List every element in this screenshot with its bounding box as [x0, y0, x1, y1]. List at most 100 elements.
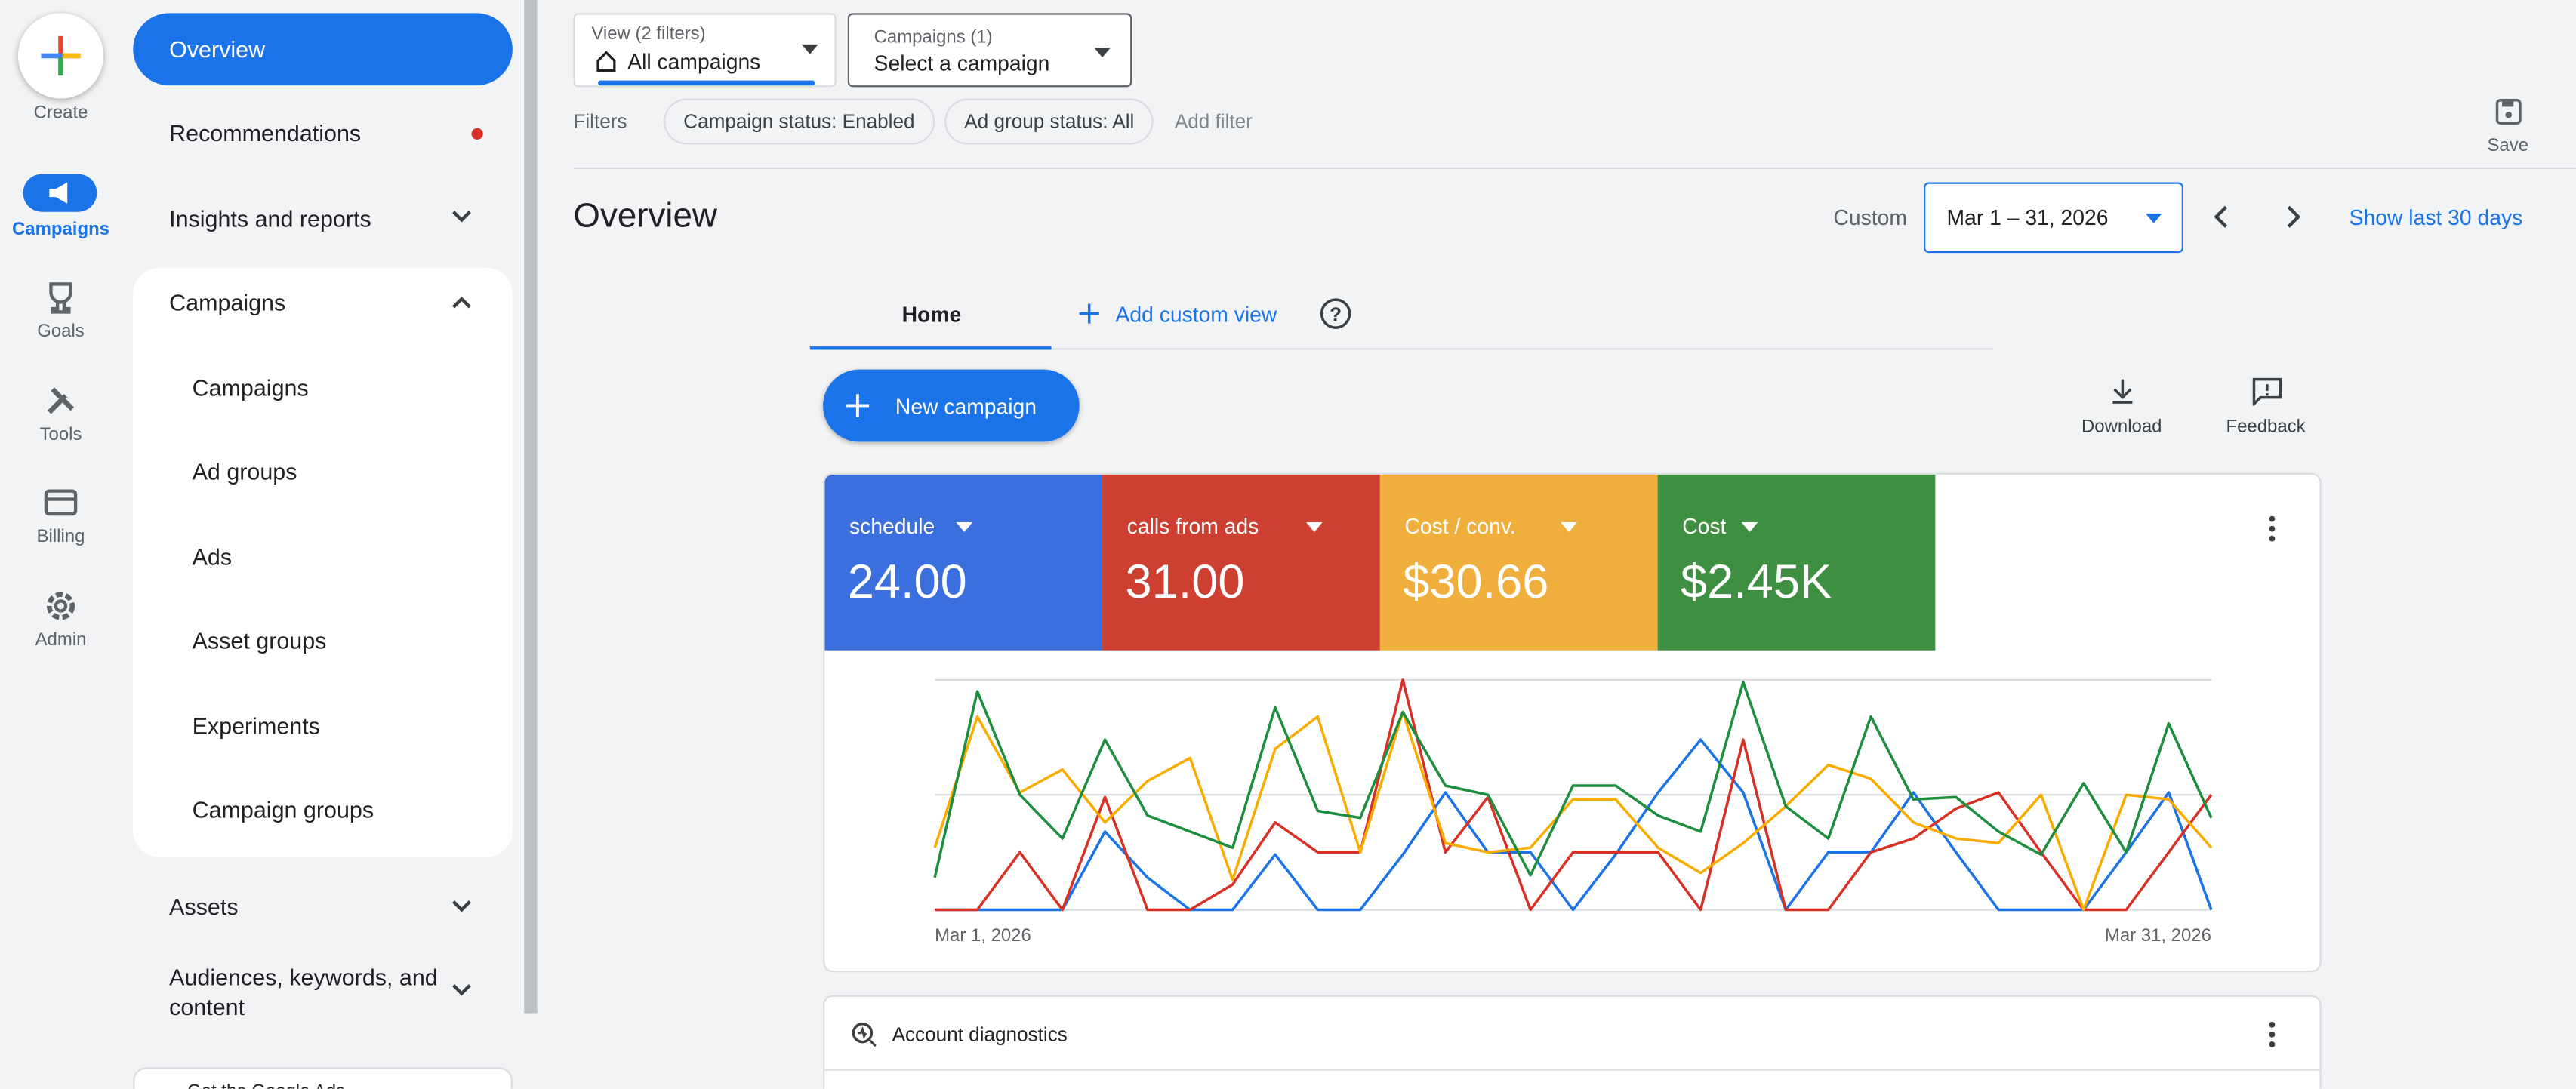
- metric-name: Cost / conv.: [1404, 514, 1516, 539]
- metric-value: 31.00: [1125, 556, 1245, 610]
- nav-sub-label[interactable]: Campaigns: [192, 374, 309, 401]
- campaigns-group: [133, 267, 513, 857]
- download-icon[interactable]: [2108, 376, 2137, 405]
- chevron-down: [452, 900, 471, 912]
- nav-sub-label[interactable]: Campaign groups: [192, 796, 374, 823]
- dropdown-arrow: [1306, 521, 1323, 533]
- nav-label[interactable]: Campaigns: [169, 288, 286, 315]
- rail-label[interactable]: Tools: [39, 425, 82, 445]
- scrollbar[interactable]: [524, 0, 538, 1014]
- nav-label[interactable]: Assets: [169, 893, 239, 920]
- metric-name: schedule: [849, 514, 935, 539]
- nav-label: Overview: [169, 35, 266, 63]
- help-icon[interactable]: ?: [1319, 297, 1352, 331]
- more-menu[interactable]: [2264, 1020, 2281, 1049]
- button-label: New campaign: [895, 394, 1037, 419]
- add-filter[interactable]: Add filter: [1174, 109, 1253, 134]
- plus-icon: [1079, 303, 1099, 324]
- value: Select a campaign: [874, 51, 1050, 76]
- scorecard[interactable]: Cost / conv. $30.66: [1379, 474, 1658, 651]
- caption: View (2 filters): [591, 24, 706, 45]
- filter-chip[interactable]: Ad group status: All: [944, 98, 1154, 145]
- series-line: [935, 678, 2213, 912]
- chevron-up: [452, 296, 471, 309]
- nav-label[interactable]: Insights and reports: [169, 205, 371, 232]
- billing-icon: [44, 489, 78, 516]
- diagnostics-icon: [852, 1022, 877, 1047]
- arrow: [1560, 521, 1577, 533]
- arrow: [1306, 521, 1323, 533]
- nav-overview[interactable]: [133, 13, 513, 86]
- save-label: Save: [2487, 136, 2529, 156]
- diagnostics-title: Account diagnostics: [892, 1023, 1068, 1047]
- dropdown-arrow: [1560, 521, 1577, 533]
- series-line: [935, 738, 2213, 912]
- chart-card: schedule 24.00 calls from ads 31.00 Cost / c…: [823, 472, 2322, 973]
- scorecard[interactable]: calls from ads 31.00: [1102, 474, 1380, 651]
- series-line: [933, 681, 2213, 878]
- tab-home[interactable]: Home: [901, 302, 962, 328]
- svg-text:?: ?: [1330, 303, 1342, 325]
- rail-label[interactable]: Campaigns: [11, 220, 110, 240]
- app-banner[interactable]: Get the Google Ads: [133, 1067, 513, 1089]
- create-icon: [41, 35, 81, 76]
- next-button[interactable]: [2280, 204, 2306, 230]
- nav-sub-label[interactable]: Ads: [192, 543, 233, 571]
- rail-label[interactable]: Admin: [35, 630, 87, 651]
- campaign-filter[interactable]: Campaigns (1) Select a campaign: [847, 13, 1132, 88]
- filter-chip[interactable]: Campaign status: Enabled: [664, 98, 935, 145]
- nav-sub-label[interactable]: Experiments: [192, 712, 320, 740]
- filters-label: Filters: [573, 109, 627, 134]
- admin-icon: [47, 592, 75, 620]
- value: All campaigns: [627, 49, 761, 74]
- x-tick-label: Mar 31, 2026: [2105, 925, 2211, 946]
- metric-value: 24.00: [847, 556, 967, 610]
- badge-dot: [471, 128, 483, 140]
- x-tick-label: Mar 1, 2026: [935, 925, 1031, 946]
- home-icon: [596, 51, 616, 72]
- metric-name: Cost: [1682, 514, 1727, 539]
- arrow: [1741, 521, 1758, 533]
- divider: [824, 1069, 2320, 1071]
- icon: [49, 182, 68, 204]
- chevron-down: [452, 211, 471, 223]
- dropdown-arrow: [801, 44, 818, 54]
- nav-label[interactable]: Audiences, keywords, and content: [169, 964, 438, 1020]
- metric-value: $30.66: [1403, 556, 1549, 610]
- feedback-icon[interactable]: [2251, 376, 2284, 406]
- scorecard[interactable]: schedule 24.00: [824, 474, 1103, 651]
- metric-value: $2.45K: [1681, 556, 1832, 610]
- campaigns-rail-icon[interactable]: [23, 174, 97, 212]
- date-label: Custom: [1833, 205, 1907, 230]
- plus-icon: [846, 394, 870, 417]
- nav-sub-label[interactable]: Asset groups: [192, 627, 327, 654]
- save-icon[interactable]: [2494, 97, 2523, 126]
- new-campaign-button[interactable]: New campaign: [823, 369, 1080, 442]
- scorecard[interactable]: Cost $2.45K: [1657, 474, 1936, 651]
- page-title: Overview: [573, 197, 717, 235]
- add-view-tab[interactable]: Add custom view: [1115, 302, 1277, 328]
- rail-label[interactable]: Billing: [36, 527, 85, 547]
- rail-label[interactable]: Goals: [37, 321, 85, 342]
- line-chart: Mar 1, 2026 Mar 31, 2026: [933, 678, 2213, 946]
- dropdown-arrow: [1094, 48, 1111, 58]
- create-button[interactable]: [17, 13, 104, 99]
- prev-button[interactable]: [2208, 204, 2235, 230]
- tab-divider: [1051, 348, 1993, 350]
- nav-sub-label[interactable]: Ad groups: [192, 458, 297, 485]
- dropdown-arrow: [1741, 521, 1758, 533]
- series-line: [933, 710, 2213, 912]
- caption: Campaigns (1): [874, 27, 993, 48]
- create-label: Create: [33, 103, 88, 124]
- nav-label[interactable]: Recommendations: [169, 119, 362, 146]
- divider: [573, 167, 2576, 170]
- arrow: [957, 521, 974, 533]
- view-filter[interactable]: View (2 filters) All campaigns: [573, 13, 837, 88]
- date-picker[interactable]: Mar 1 – 31, 2026: [1924, 182, 2183, 254]
- more-menu[interactable]: [2264, 514, 2281, 543]
- show-last-link[interactable]: Show last 30 days: [2349, 205, 2523, 230]
- action-label: Download: [2081, 417, 2162, 437]
- tools-icon: [47, 387, 75, 414]
